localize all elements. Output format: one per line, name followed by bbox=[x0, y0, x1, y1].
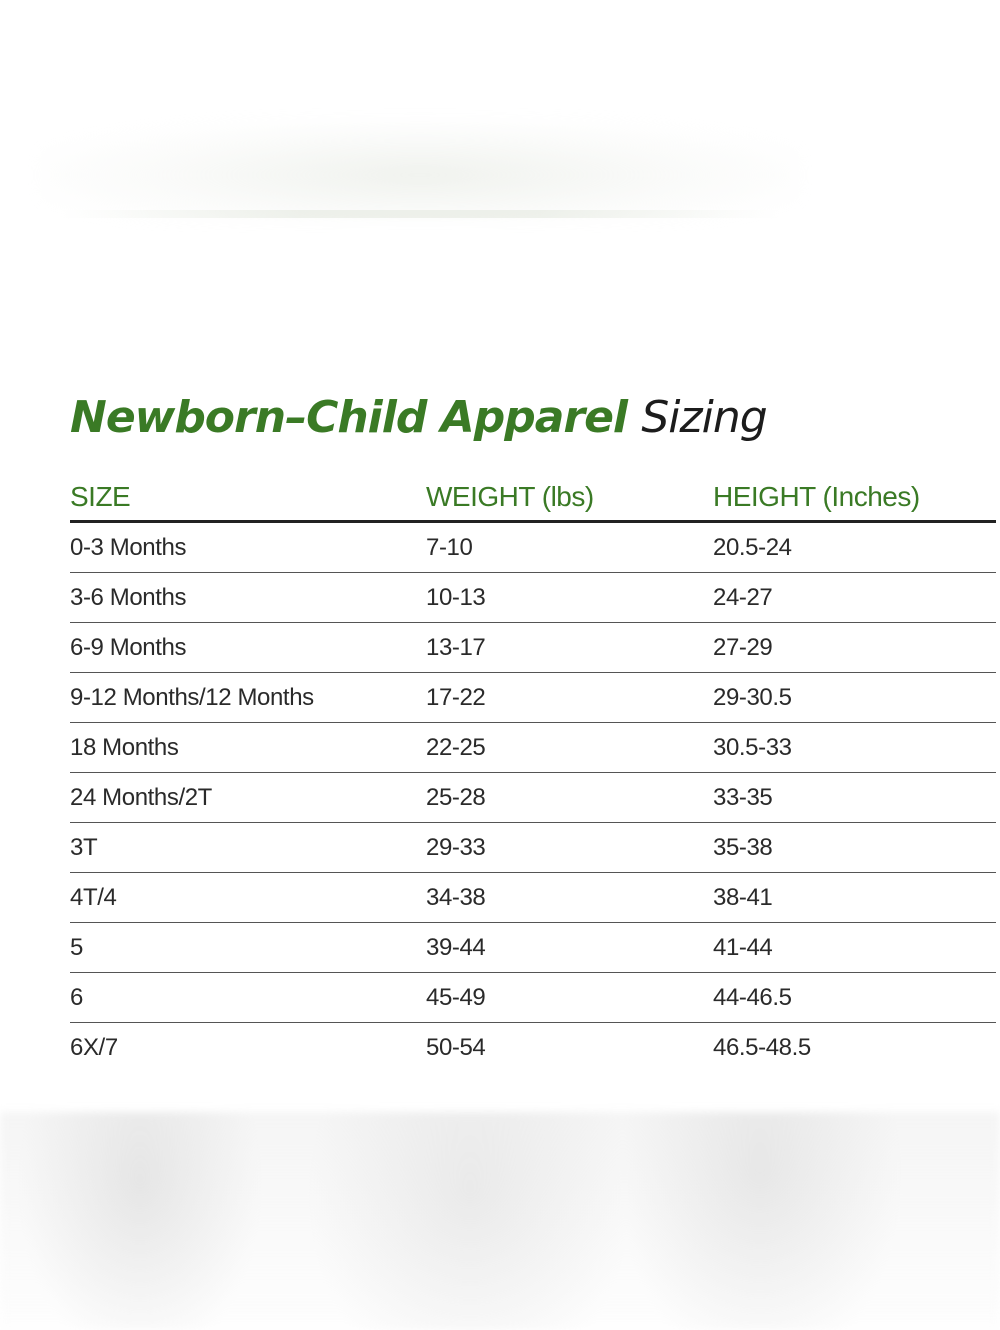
weight-cell: 39-44 bbox=[426, 933, 486, 961]
table-header: SIZE WEIGHT (lbs) HEIGHT (Inches) bbox=[70, 474, 996, 523]
table-row: 6-9 Months 13-17 27-29 bbox=[70, 623, 996, 673]
table-row: 3-6 Months 10-13 24-27 bbox=[70, 573, 996, 623]
table-row: 6X/7 50-54 46.5-48.5 bbox=[70, 1023, 996, 1072]
table-row: 5 39-44 41-44 bbox=[70, 923, 996, 973]
height-cell: 35-38 bbox=[713, 833, 773, 861]
size-cell: 6 bbox=[70, 983, 83, 1011]
height-cell: 20.5-24 bbox=[713, 533, 792, 561]
blurred-background-edge bbox=[60, 210, 780, 218]
size-cell: 6X/7 bbox=[70, 1033, 118, 1061]
height-cell: 29-30.5 bbox=[713, 683, 792, 711]
blurred-background-top bbox=[40, 120, 800, 220]
table-row: 0-3 Months 7-10 20.5-24 bbox=[70, 523, 996, 573]
header-weight: WEIGHT (lbs) bbox=[426, 481, 594, 512]
size-cell: 3-6 Months bbox=[70, 583, 187, 611]
size-cell: 6-9 Months bbox=[70, 633, 187, 661]
weight-cell: 50-54 bbox=[426, 1033, 486, 1061]
table-row: 18 Months 22-25 30.5-33 bbox=[70, 723, 996, 773]
blurred-background-bottom bbox=[0, 1112, 1000, 1330]
weight-cell: 34-38 bbox=[426, 883, 486, 911]
table-row: 3T 29-33 35-38 bbox=[70, 823, 996, 873]
weight-cell: 7-10 bbox=[426, 533, 473, 561]
height-cell: 44-46.5 bbox=[713, 983, 792, 1011]
size-cell: 4T/4 bbox=[70, 883, 117, 911]
size-cell: 9-12 Months/12 Months bbox=[70, 683, 314, 711]
table-row: 6 45-49 44-46.5 bbox=[70, 973, 996, 1023]
height-cell: 46.5-48.5 bbox=[713, 1033, 811, 1061]
table-row: 9-12 Months/12 Months 17-22 29-30.5 bbox=[70, 673, 996, 723]
weight-cell: 29-33 bbox=[426, 833, 486, 861]
title-light: Sizing bbox=[641, 392, 767, 443]
sizing-table: SIZE WEIGHT (lbs) HEIGHT (Inches) 0-3 Mo… bbox=[70, 474, 996, 1072]
title-bold: Newborn–Child Apparel bbox=[70, 392, 628, 443]
header-height: HEIGHT (Inches) bbox=[713, 481, 920, 512]
size-cell: 0-3 Months bbox=[70, 533, 187, 561]
size-cell: 24 Months/2T bbox=[70, 783, 212, 811]
weight-cell: 25-28 bbox=[426, 783, 486, 811]
height-cell: 41-44 bbox=[713, 933, 773, 961]
table-row: 24 Months/2T 25-28 33-35 bbox=[70, 773, 996, 823]
page-title: Newborn–Child Apparel Sizing bbox=[70, 388, 768, 448]
size-cell: 5 bbox=[70, 933, 83, 961]
size-cell: 18 Months bbox=[70, 733, 179, 761]
height-cell: 33-35 bbox=[713, 783, 773, 811]
height-cell: 27-29 bbox=[713, 633, 773, 661]
height-cell: 30.5-33 bbox=[713, 733, 792, 761]
header-size: SIZE bbox=[70, 481, 131, 512]
height-cell: 38-41 bbox=[713, 883, 773, 911]
weight-cell: 10-13 bbox=[426, 583, 486, 611]
weight-cell: 17-22 bbox=[426, 683, 486, 711]
table-row: 4T/4 34-38 38-41 bbox=[70, 873, 996, 923]
height-cell: 24-27 bbox=[713, 583, 773, 611]
weight-cell: 45-49 bbox=[426, 983, 486, 1011]
weight-cell: 22-25 bbox=[426, 733, 486, 761]
size-cell: 3T bbox=[70, 833, 98, 861]
weight-cell: 13-17 bbox=[426, 633, 486, 661]
